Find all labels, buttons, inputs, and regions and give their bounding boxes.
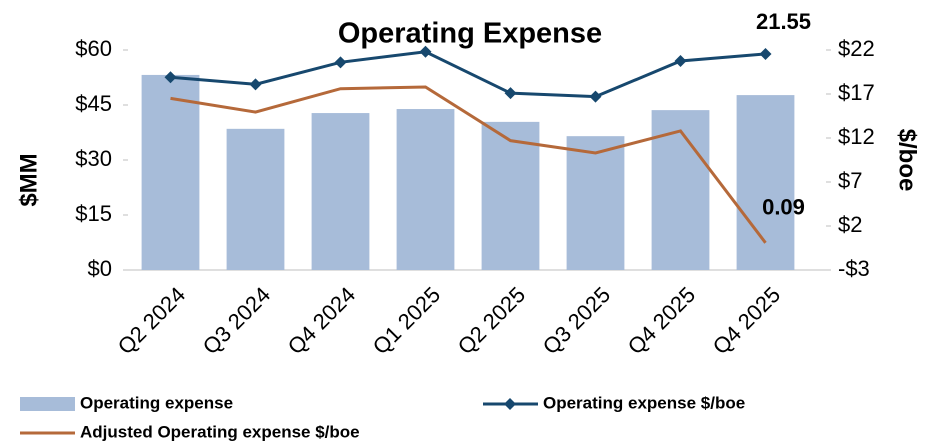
y2-tick-label: $2 [838,212,862,237]
data-label: 0.09 [762,195,805,220]
x-tick-label: Q1 2025 [368,282,445,359]
y-tick-label: $45 [75,91,112,116]
legend-label: Operating expense $/boe [543,393,745,412]
legend-marker [504,398,516,410]
y-tick-label: $30 [75,146,112,171]
line-marker [759,47,772,60]
x-tick-label: Q4 2025 [708,282,785,359]
legend-swatch [20,397,75,411]
line-marker [589,90,602,103]
legend-label: Adjusted Operating expense $/boe [80,422,360,441]
bar [226,128,285,270]
chart-title: Operating Expense [338,18,602,50]
bar [311,113,370,270]
y-tick-label: $0 [88,256,112,281]
bar [141,74,200,270]
line-marker [334,56,347,69]
line-marker [674,55,687,67]
x-tick-label: Q4 2025 [623,282,700,359]
x-tick-label: Q4 2024 [283,282,360,359]
bar [651,110,710,270]
line [170,50,766,99]
y2-tick-label: $12 [838,124,875,149]
bar [481,121,540,270]
legend-label: Operating expense [80,393,233,412]
y2-tick-label: $22 [838,36,875,61]
bar [396,109,455,271]
y2-tick-label: $17 [838,80,875,105]
y-tick-label: $15 [75,201,112,226]
x-tick-label: Q3 2024 [198,282,275,359]
x-tick-label: Q2 2025 [453,282,530,359]
y2-tick-label: $7 [838,168,862,193]
line [170,85,767,244]
x-tick-label: Q3 2025 [538,282,615,359]
bar [566,136,625,270]
line-marker [164,71,177,84]
bar [736,95,795,270]
data-label: 21.55 [756,9,811,34]
y2-tick-label: -$3 [838,256,870,281]
line-marker [419,45,432,58]
y-tick-label: $60 [75,36,112,61]
y-axis-label: $MM [15,153,42,206]
line-marker [504,87,517,100]
y2-axis-label: $/boe [894,129,921,192]
line-marker [249,78,262,91]
x-tick-label: Q2 2024 [113,282,190,359]
